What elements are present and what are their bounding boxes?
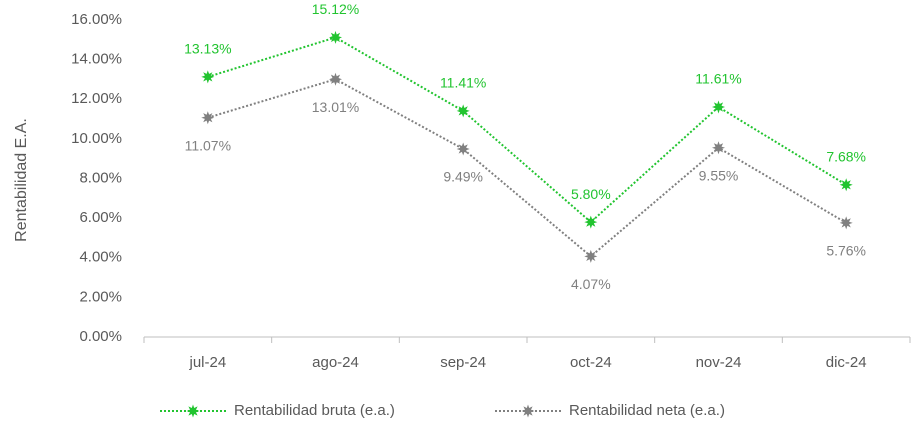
- data-label: 11.07%: [185, 137, 231, 153]
- x-tick-label: sep-24: [440, 354, 486, 371]
- legend-label: Rentabilidad bruta (e.a.): [234, 402, 395, 419]
- data-label: 7.68%: [826, 149, 866, 165]
- data-label: 13.13%: [184, 41, 231, 57]
- point-marker: [839, 216, 853, 230]
- x-tick-label: oct-24: [570, 354, 612, 371]
- point-marker: [456, 104, 470, 118]
- x-tick-label: dic-24: [826, 354, 867, 371]
- data-label: 5.80%: [571, 186, 611, 202]
- y-tick-label: 0.00%: [79, 328, 122, 345]
- point-marker: [584, 249, 598, 263]
- y-tick-label: 16.00%: [71, 11, 122, 28]
- point-marker: [329, 30, 342, 44]
- point-marker: [712, 141, 725, 155]
- series-line: [207, 78, 847, 258]
- point-marker: [201, 111, 215, 125]
- data-label: 13.01%: [312, 99, 359, 115]
- y-axis-label: Rentabilidad E.A.: [13, 118, 30, 242]
- legend-label: Rentabilidad neta (e.a.): [569, 402, 725, 419]
- data-label: 4.07%: [571, 276, 611, 292]
- point-marker: [839, 178, 853, 192]
- x-tick-label: nov-24: [696, 354, 742, 371]
- legend-marker: [186, 404, 200, 418]
- series-line: [207, 36, 847, 224]
- y-tick-label: 4.00%: [79, 249, 122, 266]
- y-tick-label: 8.00%: [79, 169, 122, 186]
- legend-marker: [521, 404, 535, 418]
- data-label: 9.55%: [699, 167, 739, 183]
- point-marker: [201, 70, 215, 84]
- data-label: 9.49%: [443, 169, 483, 185]
- data-label: 5.76%: [826, 243, 866, 259]
- point-marker: [584, 215, 598, 229]
- y-tick-label: 2.00%: [79, 288, 122, 305]
- y-tick-label: 14.00%: [71, 51, 122, 68]
- x-tick-label: ago-24: [312, 354, 359, 371]
- point-marker: [712, 100, 725, 114]
- y-tick-label: 10.00%: [71, 130, 122, 147]
- data-label: 15.12%: [312, 1, 359, 17]
- data-label: 11.61%: [695, 71, 741, 87]
- y-tick-label: 12.00%: [71, 90, 122, 107]
- data-label: 11.41%: [440, 75, 486, 91]
- x-tick-label: jul-24: [188, 354, 226, 371]
- point-marker: [456, 142, 470, 156]
- y-tick-label: 6.00%: [79, 209, 122, 226]
- point-marker: [329, 72, 342, 86]
